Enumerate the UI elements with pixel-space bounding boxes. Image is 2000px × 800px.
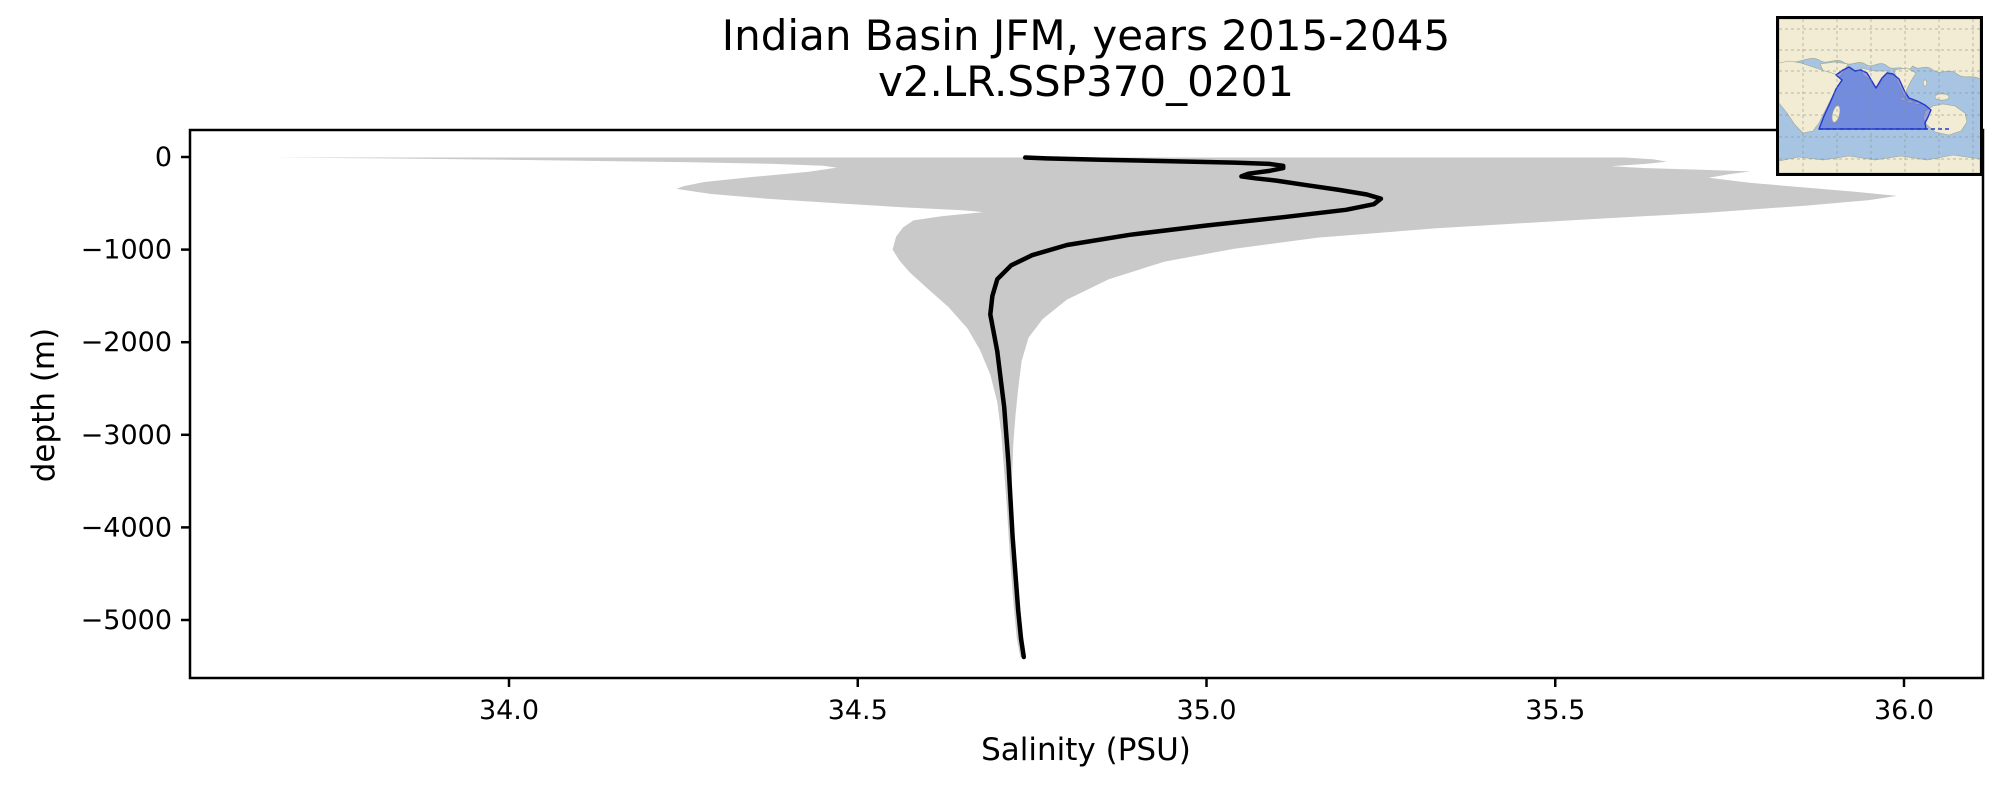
australia-landmass (1922, 103, 1968, 136)
y-tick-label: −2000 (81, 327, 172, 358)
x-tick-label: 34.0 (479, 695, 539, 726)
philippines-island (1922, 79, 1928, 87)
profile-line (988, 155, 1384, 660)
antarctica-landmass (1779, 154, 1980, 173)
x-tick-label: 35.5 (1525, 695, 1585, 726)
x-tick-label: 36.0 (1874, 695, 1934, 726)
y-axis-label: depth (m) (26, 327, 62, 483)
inset-map-canvas (1779, 19, 1980, 173)
x-tick-label: 35.0 (1176, 695, 1236, 726)
y-tick-label: −4000 (81, 512, 172, 543)
eurasia-landmass (1779, 19, 1980, 80)
y-tick-label: −1000 (81, 235, 172, 266)
chart-subtitle: v2.LR.SSP370_0201 (877, 57, 1295, 106)
chart-title: Indian Basin JFM, years 2015-2045 (721, 11, 1451, 60)
envelope-area (271, 157, 1897, 657)
y-tick-label: −3000 (81, 420, 172, 451)
inset-map (1776, 16, 1983, 176)
inset-graticule (1779, 19, 1980, 173)
land-shapes (1779, 19, 1980, 173)
x-axis-label: Salinity (PSU) (981, 732, 1191, 768)
plot-border (188, 128, 1985, 680)
new-guinea-island (1934, 93, 1950, 101)
x-tick-label: 34.5 (828, 695, 888, 726)
y-tick-label: 0 (155, 142, 172, 173)
y-tick-label: −5000 (81, 605, 172, 636)
